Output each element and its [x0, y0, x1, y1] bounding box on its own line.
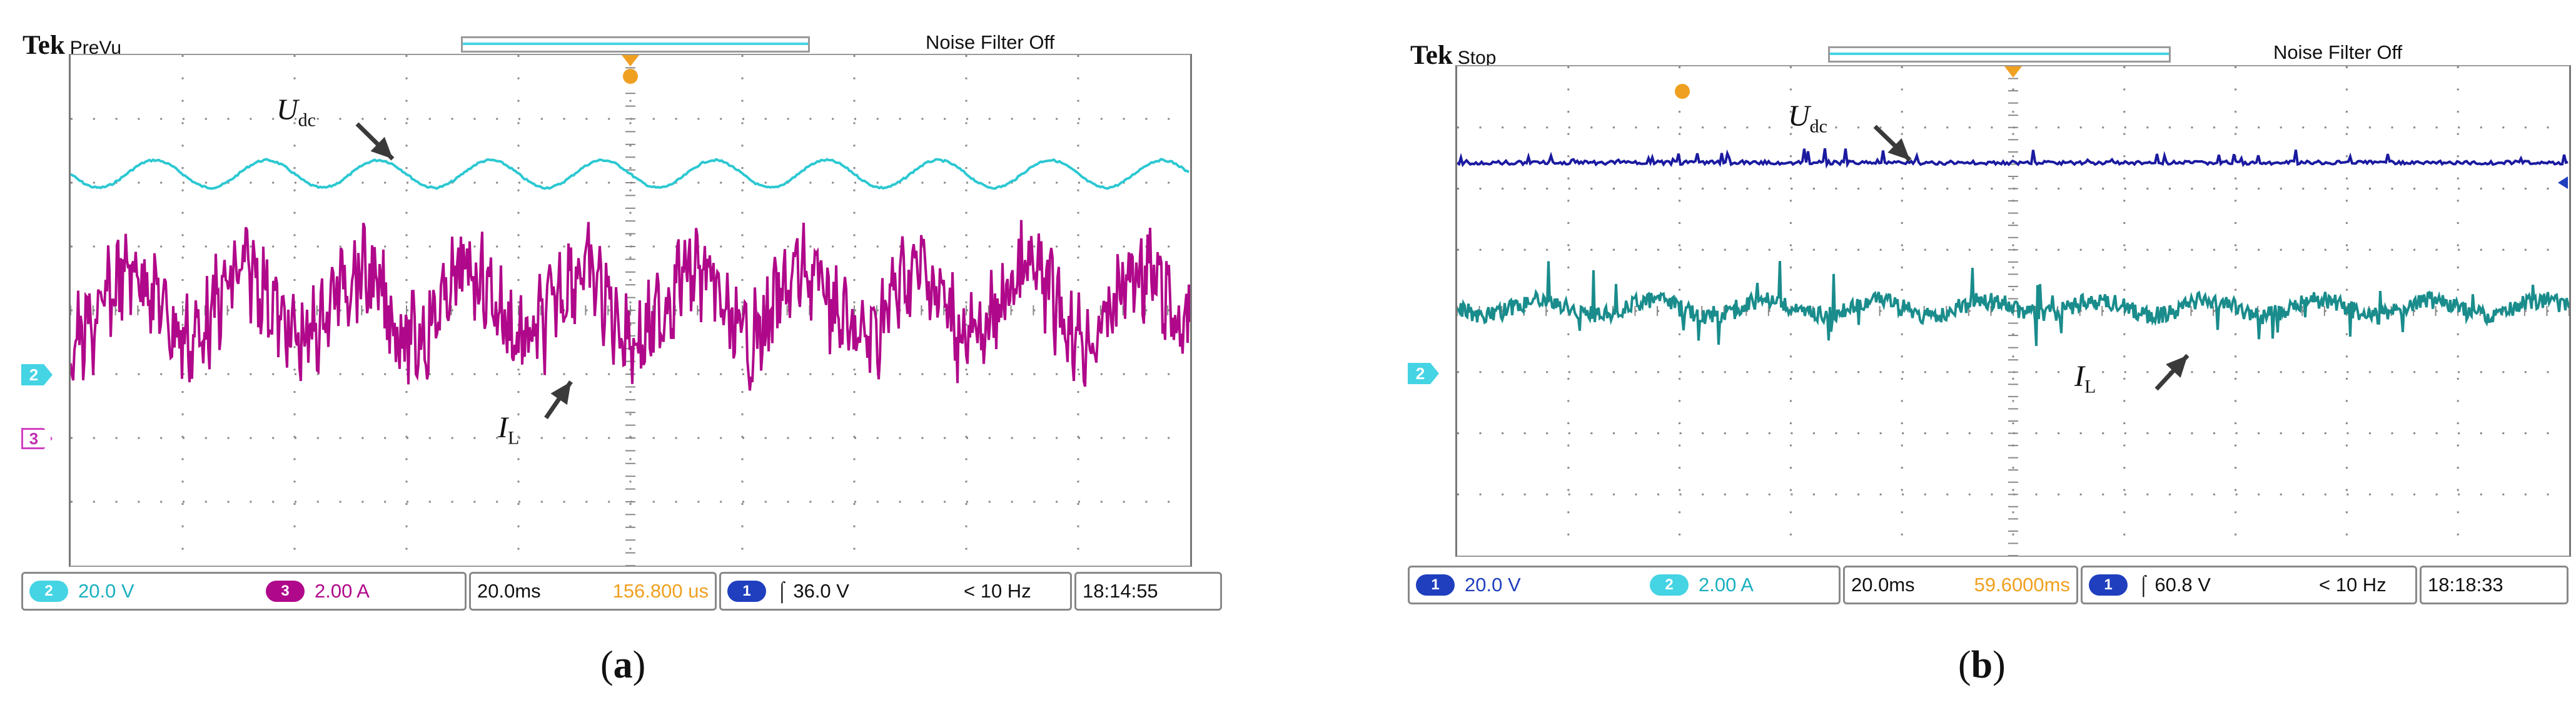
trigger-time-marker: [623, 69, 638, 84]
scope-screen-b: [1455, 65, 2571, 557]
channel-3-scale: 2.00 A: [315, 580, 370, 602]
il-label: IL: [498, 411, 520, 449]
channel-2-chip: 2: [1650, 574, 1689, 596]
oscilloscope-panel-a: Tek PreVu Noise Filter Off 2 3 Udc IL 2 2…: [21, 30, 1225, 686]
clock-readout: 18:18:33: [2420, 566, 2568, 604]
annotation-arrowhead: [550, 382, 571, 405]
trigger-readout: 1 ⌠ 60.8 V < 10 Hz: [2081, 566, 2417, 604]
panel-caption-b: (b): [1958, 644, 2006, 686]
waveform-plot-a: [71, 55, 1190, 566]
scope-screen-a: [69, 54, 1192, 567]
trigger-source-chip: 1: [727, 581, 766, 602]
trigger-position-marker: [2004, 66, 2022, 78]
delay-value: 59.6000ms: [1974, 574, 2070, 596]
timebase-readout: 20.0ms 156.800 us: [469, 572, 717, 611]
timebase-value: 20.0ms: [1851, 574, 1915, 596]
channel-1-level-marker: [2558, 176, 2568, 189]
annotation-arrowhead: [370, 136, 393, 159]
udc-trace: [71, 158, 1190, 190]
channel-1-scale: 20.0 V: [1465, 574, 1521, 596]
panel-caption-a: (a): [600, 644, 646, 686]
channel-3-marker: 3: [21, 428, 53, 449]
trigger-source-chip: 1: [2089, 574, 2128, 596]
brand-name: Tek: [23, 31, 65, 60]
channel-1-chip: 1: [1416, 574, 1455, 596]
annotation-arrowhead: [2166, 355, 2188, 378]
channel-readout: 2 20.0 V 3 2.00 A: [21, 572, 467, 611]
channel-2-scale: 2.00 A: [1699, 574, 1754, 596]
horizontal-position-bar: [461, 36, 810, 53]
noise-filter-status: Noise Filter Off: [2273, 41, 2403, 63]
waveform-plot-b: [1457, 66, 2569, 556]
trigger-time-marker: [1675, 84, 1690, 99]
brand-label: Tek Stop: [1410, 40, 1496, 71]
trigger-readout: 1 ⌠ 36.0 V < 10 Hz: [719, 572, 1072, 611]
brand-label: Tek PreVu: [23, 30, 121, 61]
readout-bar-b: 1 20.0 V 2 2.00 A 20.0ms 59.6000ms 1 ⌠ 6…: [1408, 566, 2571, 604]
channel-2-marker: 2: [21, 364, 53, 385]
il-label: IL: [2074, 360, 2096, 397]
delay-value: 156.800 us: [612, 580, 709, 602]
trigger-level: ⌠ 36.0 V: [776, 580, 849, 602]
channel-2-chip: 2: [29, 581, 68, 602]
udc-label: Udc: [276, 93, 316, 131]
udc-label: Udc: [1788, 99, 1827, 137]
oscilloscope-panel-b: Tek Stop Noise Filter Off 2 Udc IL 1 20.0…: [1288, 0, 2576, 707]
timebase-readout: 20.0ms 59.6000ms: [1843, 566, 2078, 604]
channel-2-marker: 2: [1408, 363, 1439, 384]
channel-readout: 1 20.0 V 2 2.00 A: [1408, 566, 1841, 604]
trigger-frequency: < 10 Hz: [2319, 574, 2387, 596]
trigger-level: ⌠ 60.8 V: [2138, 574, 2211, 596]
annotation-arrowhead: [1887, 138, 1910, 160]
channel-2-scale: 20.0 V: [78, 580, 134, 602]
readout-bar-a: 2 20.0 V 3 2.00 A 20.0ms 156.800 us 1 ⌠ …: [21, 572, 1225, 611]
channel-3-chip: 3: [266, 581, 305, 602]
noise-filter-status: Noise Filter Off: [926, 31, 1055, 53]
il-trace: [1457, 261, 2569, 346]
udc-trace: [1457, 148, 2568, 169]
trigger-position-marker: [622, 55, 639, 66]
il-trace: [71, 220, 1190, 391]
clock-readout: 18:14:55: [1074, 572, 1222, 611]
brand-name: Tek: [1410, 41, 1453, 70]
horizontal-position-bar: [1828, 46, 2171, 63]
timebase-value: 20.0ms: [477, 580, 541, 602]
trigger-frequency: < 10 Hz: [964, 580, 1031, 602]
acquisition-status: Stop: [1457, 48, 1497, 68]
